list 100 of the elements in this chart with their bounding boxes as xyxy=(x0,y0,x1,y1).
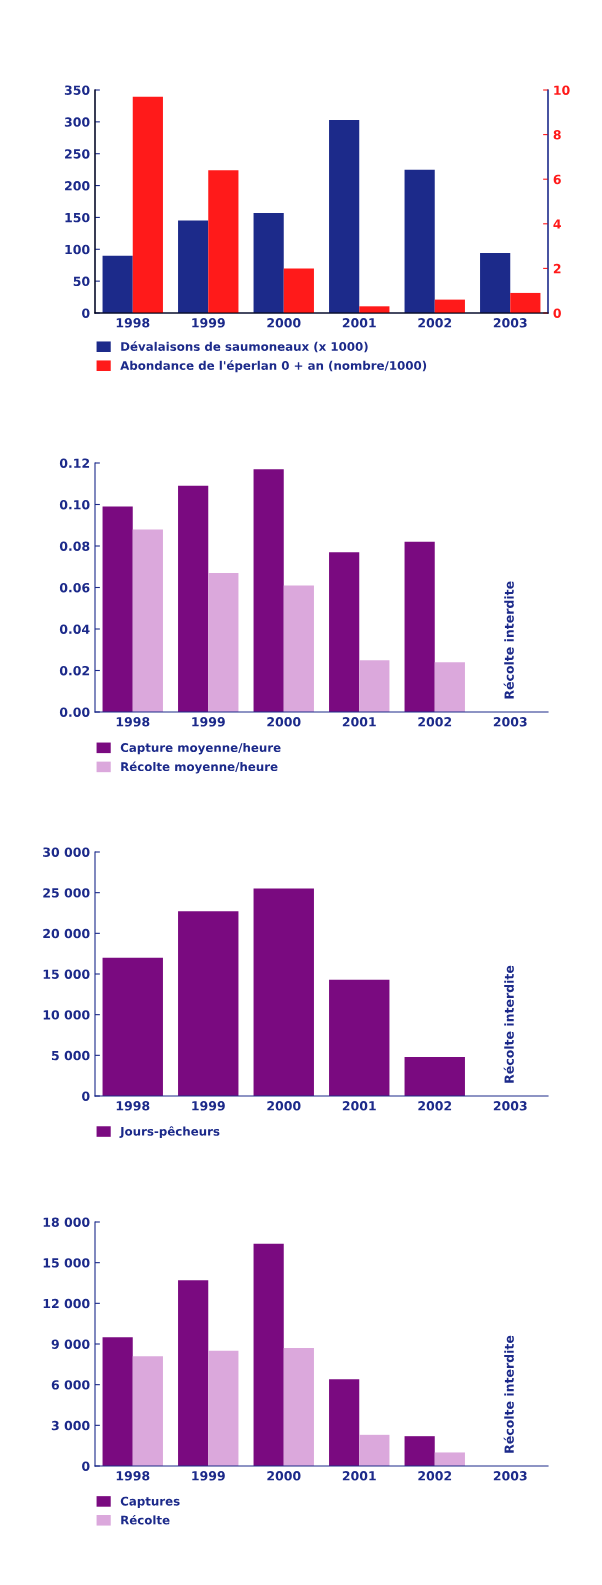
x-tick-label: 2001 xyxy=(342,318,376,328)
bar xyxy=(253,212,284,313)
y-tick-label: 150 xyxy=(65,212,90,223)
y-tick-label: 0.12 xyxy=(59,458,90,468)
y2-tick-label: 10 xyxy=(554,85,570,95)
x-tick-label: 2003 xyxy=(493,318,527,328)
y-tick-label: 0 xyxy=(82,1461,90,1471)
bar xyxy=(208,1350,239,1466)
y2-tick-label: 6 xyxy=(553,174,561,185)
y-tick-label: 9 000 xyxy=(51,1339,90,1349)
y-tick-label: 50 xyxy=(73,276,90,287)
y-tick-label: 18 000 xyxy=(43,1217,90,1227)
x-tick-label: 2000 xyxy=(267,318,301,328)
legend-label: Dévalaisons de saumoneaux (x 1000) xyxy=(121,341,368,353)
legend-label: Jours-pêcheurs xyxy=(119,1126,220,1139)
bar xyxy=(253,469,284,712)
y-tick-label: 0.06 xyxy=(59,582,90,593)
y2-tick-label: 2 xyxy=(553,263,561,274)
bar xyxy=(329,552,360,712)
y-tick-label: 20 000 xyxy=(43,928,90,939)
y2-tick-label: 4 xyxy=(553,219,561,229)
bar xyxy=(178,1280,209,1466)
annotation: Récolte interdite xyxy=(503,581,514,699)
bar xyxy=(404,1056,465,1096)
bar xyxy=(132,529,163,712)
x-tick-label: 2003 xyxy=(493,1101,527,1111)
legend-label: Capture moyenne/heure xyxy=(120,742,281,755)
legend-label: Récolte moyenne/heure xyxy=(121,761,278,774)
x-tick-label: 1998 xyxy=(116,318,150,328)
x-tick-label: 2002 xyxy=(418,717,452,727)
y2-tick-label: 0 xyxy=(553,308,561,318)
x-tick-label: 2002 xyxy=(418,1471,452,1481)
x-tick-label: 1999 xyxy=(192,1101,225,1111)
x-tick-label: 2003 xyxy=(493,1471,527,1481)
bar xyxy=(359,1434,390,1466)
y-tick-label: 200 xyxy=(65,181,90,191)
bar xyxy=(102,957,163,1096)
bar xyxy=(480,253,511,313)
bar xyxy=(102,506,133,712)
y-tick-label: 0 xyxy=(82,1091,90,1101)
bar xyxy=(178,911,239,1096)
x-tick-label: 2001 xyxy=(342,1101,376,1111)
y-tick-label: 10 000 xyxy=(43,1010,90,1020)
bar xyxy=(329,979,390,1096)
x-tick-label: 1998 xyxy=(116,1101,150,1111)
bar xyxy=(283,1348,314,1466)
x-tick-label: 1999 xyxy=(192,318,225,328)
y-tick-label: 0.10 xyxy=(59,499,90,510)
x-tick-label: 2002 xyxy=(418,1101,452,1111)
x-tick-label: 2000 xyxy=(267,1101,301,1111)
y-tick-label: 350 xyxy=(64,85,90,95)
annotation: Récolte interdite xyxy=(503,1335,514,1453)
bar xyxy=(283,585,314,712)
y-tick-label: 0 xyxy=(82,308,90,318)
legend-label: Récolte xyxy=(121,1514,170,1525)
y-tick-label: 100 xyxy=(65,244,90,255)
y-tick-label: 0.02 xyxy=(59,665,90,676)
x-tick-label: 1998 xyxy=(116,717,150,727)
y-tick-label: 0.08 xyxy=(59,541,90,551)
x-tick-label: 2002 xyxy=(418,318,452,328)
bar xyxy=(132,1356,163,1466)
bar xyxy=(178,485,209,712)
bar xyxy=(132,96,163,313)
y-tick-label: 12 000 xyxy=(43,1298,90,1309)
y-tick-label: 0.00 xyxy=(59,707,90,717)
y-tick-label: 6 000 xyxy=(51,1380,90,1390)
y-tick-label: 30 000 xyxy=(43,847,90,857)
y-tick-label: 15 000 xyxy=(43,969,90,979)
bar xyxy=(208,572,239,712)
bar xyxy=(434,1452,465,1466)
legend-label: Captures xyxy=(120,1496,180,1508)
bar xyxy=(404,541,435,712)
x-tick-label: 2001 xyxy=(342,717,376,727)
x-tick-label: 1998 xyxy=(116,1471,150,1481)
bar xyxy=(359,660,390,712)
bar xyxy=(329,1379,360,1466)
bar xyxy=(404,169,435,313)
legend-label: Abondance de l'éperlan 0 + an (nombre/1000) xyxy=(120,360,427,373)
y-tick-label: 300 xyxy=(64,117,90,127)
bar xyxy=(404,1436,435,1466)
y-tick-label: 25 000 xyxy=(43,888,90,898)
bar xyxy=(329,119,360,313)
bar xyxy=(102,255,133,313)
annotation: Récolte interdite xyxy=(503,965,514,1083)
y-tick-label: 250 xyxy=(65,149,90,159)
bar xyxy=(434,662,465,712)
bar xyxy=(253,1243,284,1466)
x-tick-label: 2000 xyxy=(267,1471,301,1481)
bar xyxy=(253,888,314,1096)
x-tick-label: 1999 xyxy=(192,1471,225,1481)
y-tick-label: 5 000 xyxy=(51,1050,90,1061)
y-tick-label: 3 000 xyxy=(51,1420,90,1431)
y-tick-label: 0.04 xyxy=(59,624,90,634)
y2-tick-label: 8 xyxy=(553,130,561,140)
x-tick-label: 2001 xyxy=(342,1471,376,1481)
x-tick-label: 1999 xyxy=(192,717,225,727)
x-tick-label: 2000 xyxy=(267,717,301,727)
bar xyxy=(102,1337,133,1466)
x-tick-label: 2003 xyxy=(493,717,527,727)
y-tick-label: 15 000 xyxy=(43,1258,90,1268)
